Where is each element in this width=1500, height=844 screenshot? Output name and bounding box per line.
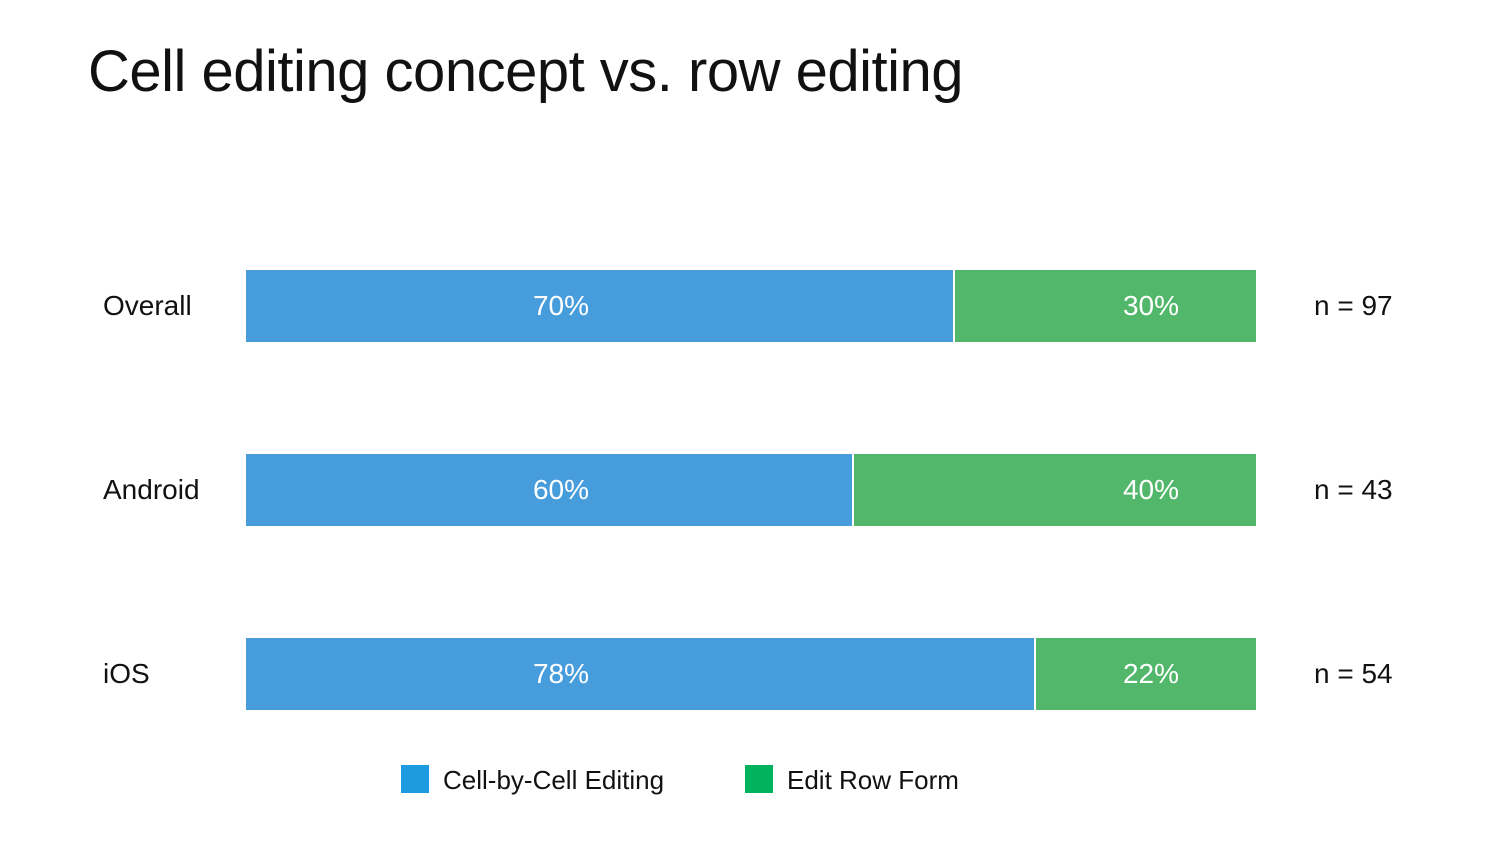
bar-segment-edit-row-form	[953, 270, 1256, 342]
legend-label: Cell-by-Cell Editing	[443, 765, 665, 795]
bar-row-ios: iOS 78% 22% n = 54	[0, 638, 1500, 710]
bar-segment-edit-row-form	[852, 454, 1256, 526]
category-label: iOS	[103, 658, 150, 689]
bar-row-android: Android 60% 40% n = 43	[0, 454, 1500, 526]
sample-size-label: n = 43	[1314, 474, 1393, 505]
chart-legend: Cell-by-Cell Editing Edit Row Form	[0, 764, 1500, 796]
data-label: 60%	[532, 474, 590, 505]
bar-segment-cell-by-cell	[246, 454, 852, 526]
legend-swatch	[745, 765, 773, 793]
bar-segment-cell-by-cell	[246, 638, 1034, 710]
bar-track: 70% 30%	[246, 270, 1256, 342]
data-label: 40%	[1122, 474, 1180, 505]
data-label: 78%	[532, 658, 590, 689]
sample-size-label: n = 97	[1314, 290, 1393, 321]
data-label: 70%	[532, 290, 590, 321]
data-label: 30%	[1122, 290, 1180, 321]
page-title: Cell editing concept vs. row editing	[88, 39, 964, 104]
bar-row-overall: Overall 70% 30% n = 97	[0, 270, 1500, 342]
bar-track: 78% 22%	[246, 638, 1256, 710]
data-label: 22%	[1122, 658, 1180, 689]
category-label: Overall	[103, 290, 192, 321]
sample-size-label: n = 54	[1314, 658, 1393, 689]
bar-segment-cell-by-cell	[246, 270, 953, 342]
legend-swatch	[401, 765, 429, 793]
category-label: Android	[103, 474, 200, 505]
legend-label: Edit Row Form	[787, 765, 959, 795]
bar-track: 60% 40%	[246, 454, 1256, 526]
bar-segment-edit-row-form	[1033, 638, 1256, 710]
